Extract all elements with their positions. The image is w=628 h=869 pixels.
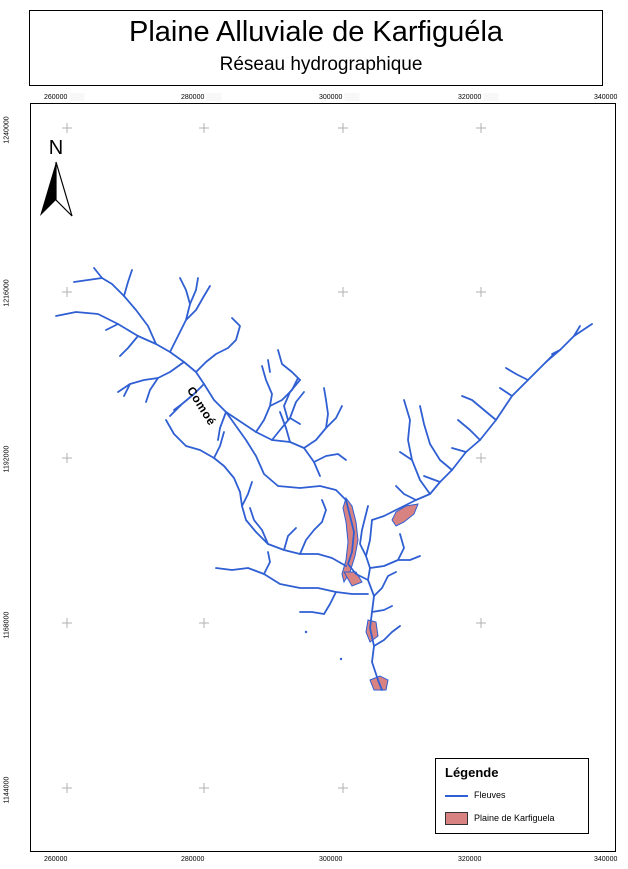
river: [283, 527, 297, 551]
river: [255, 365, 299, 433]
graticule-cross: [199, 783, 209, 793]
river: [213, 431, 225, 459]
legend-item-plaine: Plaine de Karfiguela: [445, 812, 555, 825]
river: [373, 625, 401, 647]
graticule-cross: [476, 287, 486, 297]
legend-label: Fleuves: [474, 790, 506, 800]
river: [93, 267, 133, 297]
river: [419, 405, 453, 483]
river: [399, 399, 431, 495]
north-label: N: [48, 137, 64, 159]
legend-title: Légende: [445, 765, 499, 780]
legend-line-symbol: [445, 794, 468, 797]
graticule-cross: [476, 618, 486, 628]
river: [303, 387, 343, 449]
graticule-cross: [62, 287, 72, 297]
river: [345, 499, 369, 581]
river: [313, 453, 347, 463]
river: [195, 317, 241, 373]
x-tick-bottom-280000: 280000: [181, 856, 205, 863]
river: [55, 311, 347, 501]
water-dot: [339, 657, 343, 661]
river: [299, 499, 327, 555]
x-tick-top-280000: 280000 ░░░: [181, 94, 222, 101]
river: [545, 325, 581, 363]
x-tick-bottom-260000: 260000: [44, 856, 68, 863]
isolated-features: [304, 630, 343, 661]
graticule-cross: [62, 123, 72, 133]
plaine-segment: [391, 503, 419, 527]
river: [371, 605, 393, 613]
river: [395, 485, 417, 501]
graticule-cross: [199, 123, 209, 133]
graticule-cross: [199, 618, 209, 628]
x-tick-bottom-300000: 300000: [319, 856, 343, 863]
x-tick-top-260000: 260000 ░░░: [44, 94, 85, 101]
graticule-cross: [476, 453, 486, 463]
x-tick-top-300000: 300000 ░░░: [319, 94, 360, 101]
graticule-cross: [62, 783, 72, 793]
river: [369, 533, 421, 569]
river: [365, 519, 383, 691]
north-arrow-icon: [40, 161, 73, 217]
legend-label: Plaine de Karfiguela: [474, 813, 555, 823]
river: [189, 277, 199, 305]
river-network: [55, 267, 593, 691]
river: [263, 551, 271, 575]
river: [225, 411, 321, 477]
legend-item-fleuves: Fleuves: [445, 790, 506, 801]
river: [169, 277, 211, 353]
plaine-segment: [343, 571, 363, 587]
map-title: Plaine Alluviale de Karfiguéla: [128, 16, 504, 48]
water-dot: [304, 630, 308, 634]
river: [267, 359, 301, 421]
river: [499, 367, 529, 397]
graticule-cross: [62, 453, 72, 463]
graticule-cross: [476, 123, 486, 133]
map-subtitle: Réseau hydrographique: [219, 54, 423, 75]
river: [215, 567, 369, 595]
river: [117, 361, 185, 403]
river: [165, 419, 347, 567]
river: [169, 383, 205, 417]
graticule-cross: [338, 123, 348, 133]
river: [299, 591, 337, 615]
river: [359, 505, 369, 557]
river: [73, 277, 157, 345]
legend: Légende Fleuves Plaine de Karfiguela: [435, 758, 589, 834]
x-tick-bottom-340000: 340000: [594, 856, 618, 863]
river: [277, 349, 301, 443]
map-title-box: Plaine Alluviale de Karfiguéla Réseau hy…: [29, 10, 603, 86]
river: [217, 411, 227, 441]
x-tick-top-340000: 340000: [594, 94, 618, 101]
graticule-cross: [338, 783, 348, 793]
x-tick-top-320000: 320000 ░░░: [458, 94, 499, 101]
river: [105, 323, 139, 357]
river: [271, 391, 305, 441]
river: [373, 571, 397, 597]
river: [371, 323, 593, 521]
river: [451, 395, 497, 453]
map-frame: [30, 103, 616, 852]
plaine-segment: [365, 619, 379, 643]
x-tick-bottom-320000: 320000: [458, 856, 482, 863]
river: [241, 481, 269, 545]
graticule: [62, 123, 486, 793]
legend-polygon-symbol: [445, 812, 468, 825]
plaine-segment: [341, 496, 359, 584]
graticule-cross: [338, 287, 348, 297]
graticule-cross: [62, 618, 72, 628]
